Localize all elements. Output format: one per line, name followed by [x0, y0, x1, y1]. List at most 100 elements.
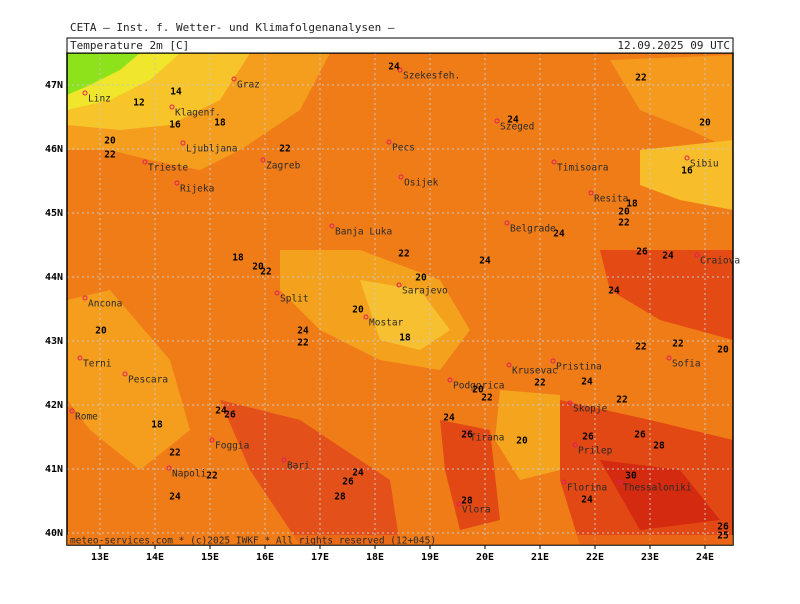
longitude-label: 13E	[91, 552, 109, 563]
city-marker	[397, 67, 403, 73]
contour-label: 26	[342, 477, 354, 488]
city-marker	[396, 282, 402, 288]
map-title: Temperature 2m [C]	[70, 39, 189, 52]
contour-label: 24	[507, 115, 519, 126]
contour-label: 16	[681, 166, 693, 177]
latitude-label: 41N	[45, 464, 63, 475]
field-highland-cool	[360, 280, 450, 350]
city-marker	[69, 408, 75, 414]
contour-label: 20	[516, 436, 528, 447]
latitude-label: 44N	[45, 272, 63, 283]
city-marker	[122, 371, 128, 377]
city-label: Graz	[237, 80, 260, 91]
contour-label: 22	[398, 249, 409, 260]
city-marker	[504, 220, 510, 226]
longitude-label: 20E	[476, 552, 494, 563]
contour-label: 20	[252, 262, 264, 273]
city-label: Ljubljana	[186, 144, 237, 155]
city-marker	[494, 118, 500, 124]
contour-label: 18	[626, 199, 638, 210]
city-label: Ancona	[88, 299, 122, 310]
contour-label: 22	[534, 378, 545, 389]
city-marker	[386, 139, 392, 145]
city-marker	[456, 501, 462, 507]
city-label: Linz	[88, 94, 111, 105]
latitude-label: 42N	[45, 400, 63, 411]
city-label: Prilep	[578, 446, 613, 457]
city-marker	[398, 174, 404, 180]
contour-label: 24	[662, 251, 674, 262]
contour-label: 18	[232, 253, 244, 264]
contour-label: 22	[104, 150, 115, 161]
contour-label: 12	[133, 98, 144, 109]
contour-label: 18	[214, 118, 226, 129]
contour-label: 26	[634, 430, 646, 441]
field-apennine	[67, 290, 190, 470]
footer-credit: meteo-services.com * (c)2025 IWKF * All …	[70, 536, 436, 547]
city-marker	[561, 479, 567, 485]
contour-label: 26	[582, 432, 594, 443]
contour-label: 14	[170, 87, 182, 98]
contour-label: 28	[334, 492, 346, 503]
city-marker	[281, 457, 287, 463]
city-label: Podgorica	[453, 381, 504, 392]
contour-label: 28	[653, 441, 665, 452]
contour-label: 26	[636, 247, 648, 258]
city-marker	[684, 155, 690, 161]
city-label: Rome	[75, 412, 98, 423]
institute-header: CETA — Inst. f. Wetter- und Klimafolgena…	[70, 21, 395, 34]
contour-label: 18	[151, 420, 163, 431]
city-label: Craiova	[700, 256, 740, 267]
contour-label: 16	[169, 120, 181, 131]
longitude-label: 17E	[311, 552, 329, 563]
longitude-label: 18E	[366, 552, 384, 563]
city-marker	[169, 104, 175, 110]
contour-label: 24	[581, 495, 593, 506]
city-label: Terni	[83, 359, 112, 370]
city-label: Trieste	[148, 163, 188, 174]
city-marker	[550, 358, 556, 364]
contour-label: 20	[95, 326, 107, 337]
city-marker	[260, 157, 266, 163]
city-marker	[166, 465, 172, 471]
contour-label: 22	[169, 448, 180, 459]
city-label: Pristina	[556, 362, 602, 373]
contour-label: 22	[616, 395, 627, 406]
contour-label: 24	[443, 413, 455, 424]
city-marker	[329, 223, 335, 229]
longitude-label: 23E	[641, 552, 659, 563]
contour-label: 22	[279, 144, 290, 155]
contour-label: 22	[206, 471, 217, 482]
longitude-label: 16E	[256, 552, 274, 563]
city-label: Skopje	[573, 404, 608, 415]
city-marker	[363, 314, 369, 320]
contour-label: 22	[672, 339, 683, 350]
city-marker	[666, 355, 672, 361]
city-marker	[180, 140, 186, 146]
city-label: Foggia	[215, 441, 249, 452]
longitude-label: 14E	[146, 552, 164, 563]
city-label: Klagenf.	[175, 108, 221, 119]
contour-label: 24	[297, 326, 309, 337]
city-marker	[142, 159, 148, 165]
latitude-label: 45N	[45, 208, 63, 219]
contour-label: 24	[479, 256, 491, 267]
city-label: Pecs	[392, 143, 415, 154]
city-marker	[694, 252, 700, 258]
city-marker	[77, 355, 83, 361]
contour-label: 24	[581, 377, 593, 388]
city-label: Thessaloniki	[623, 483, 692, 494]
field-macedonia-cool	[495, 390, 560, 480]
contour-label: 24	[608, 286, 620, 297]
city-label: Osijek	[404, 178, 439, 189]
contour-label: 20	[352, 305, 364, 316]
city-label: Zagreb	[266, 161, 301, 172]
city-marker	[447, 377, 453, 383]
contour-label: 22	[297, 338, 308, 349]
city-label: Split	[280, 294, 309, 305]
city-label: Szekesfeh.	[403, 71, 460, 82]
city-marker	[551, 159, 557, 165]
city-label: Resita	[594, 194, 628, 205]
contour-label: 26	[461, 430, 473, 441]
